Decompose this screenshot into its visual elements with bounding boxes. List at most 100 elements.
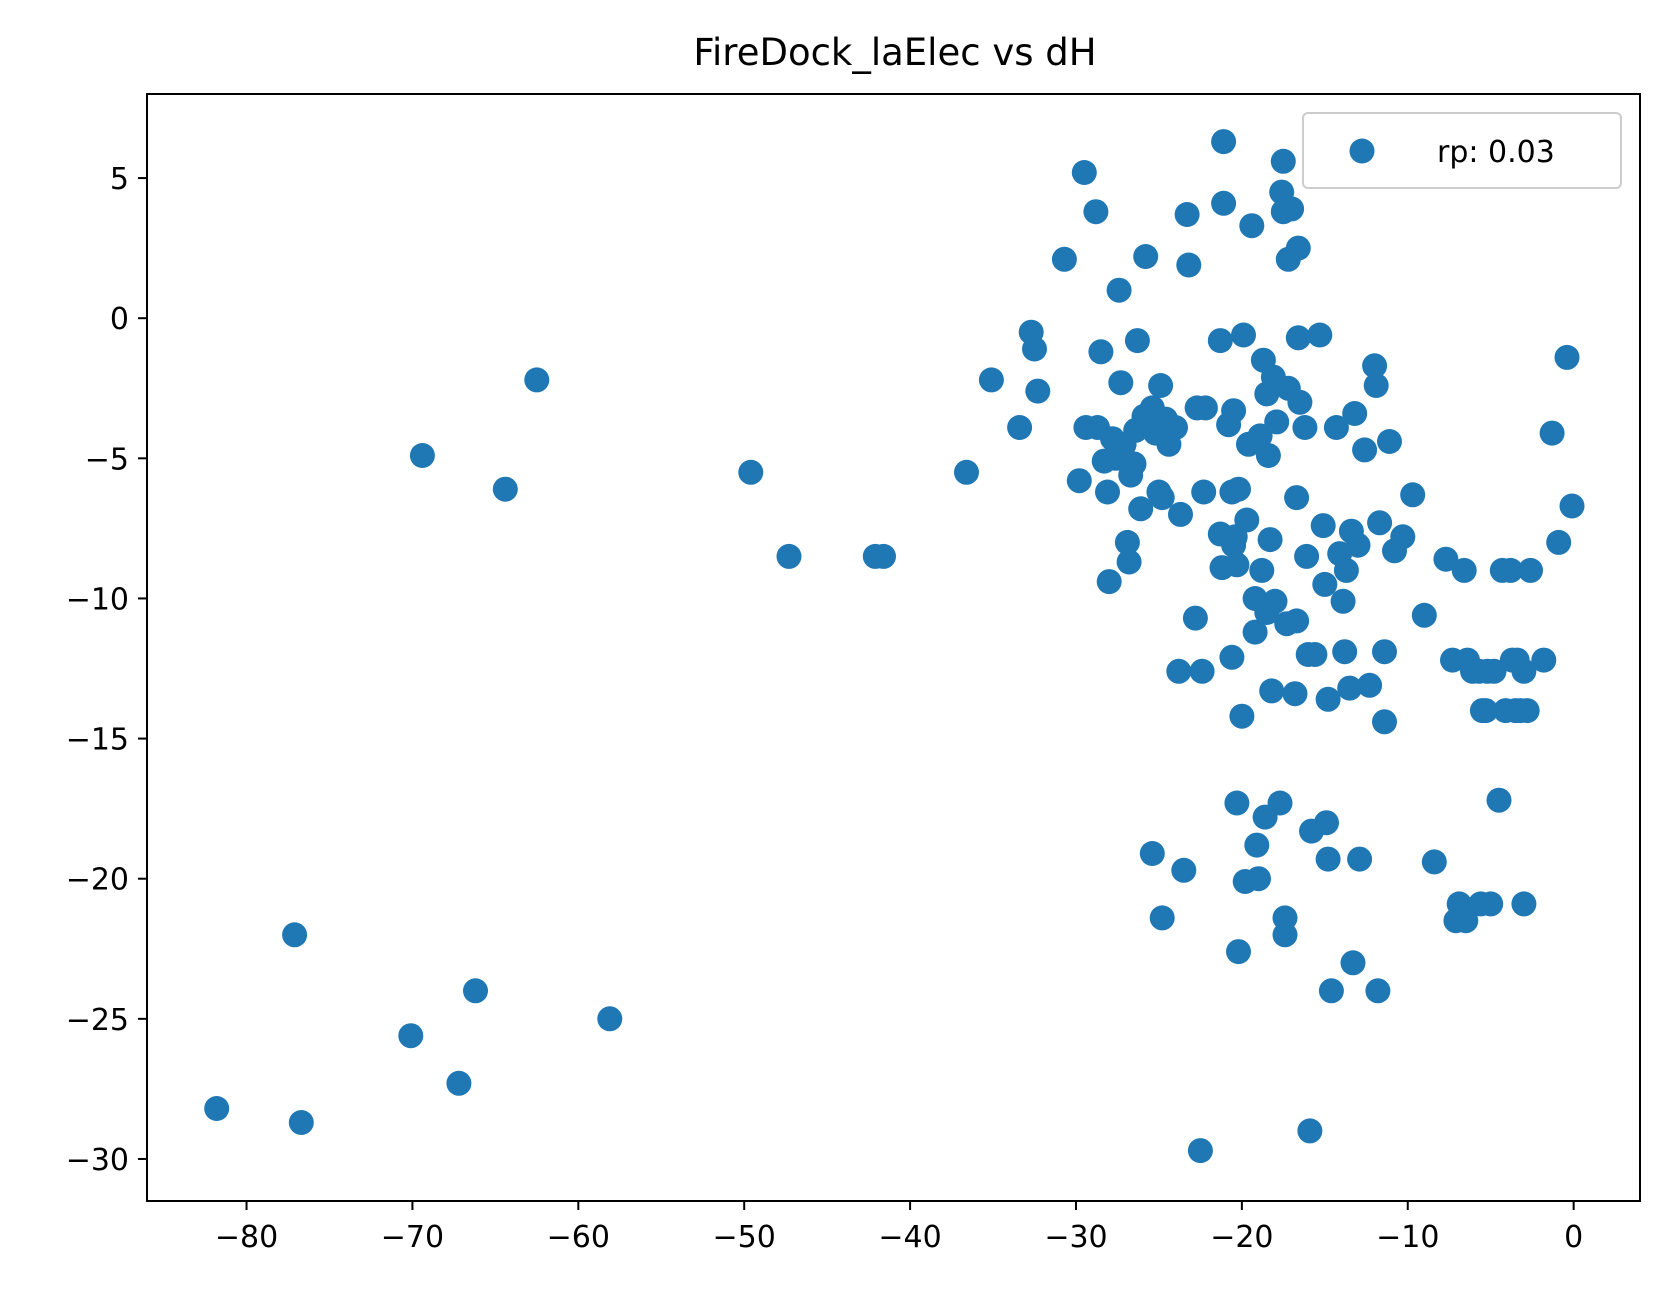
scatter-point	[1176, 252, 1202, 278]
scatter-point	[1362, 353, 1388, 379]
x-tick-label: −20	[1210, 1220, 1273, 1255]
scatter-point	[1121, 451, 1147, 477]
scatter-point	[1473, 698, 1499, 724]
scatter-point	[1255, 443, 1281, 468]
scatter-point	[1226, 476, 1251, 502]
y-tick-label: −10	[66, 582, 129, 617]
scatter-point	[1264, 409, 1290, 435]
scatter-point	[1478, 891, 1504, 917]
scatter-point	[1511, 891, 1537, 917]
scatter-point	[1270, 148, 1296, 174]
scatter-point	[398, 1023, 424, 1049]
scatter-point	[1211, 190, 1237, 216]
scatter-point	[1128, 496, 1154, 522]
scatter-point	[524, 367, 550, 393]
scatter-point	[1285, 325, 1311, 351]
scatter-point	[1342, 401, 1368, 426]
scatter-point	[1453, 908, 1479, 934]
scatter-point	[1272, 922, 1298, 948]
scatter-point	[1372, 709, 1397, 735]
scatter-point	[1347, 846, 1373, 872]
y-tick-label: −20	[66, 863, 129, 898]
scatter-point	[1226, 939, 1251, 965]
scatter-point	[1287, 389, 1313, 415]
scatter-point	[1211, 129, 1237, 155]
scatter-point	[1531, 647, 1557, 673]
scatter-point	[1323, 415, 1349, 440]
scatter-point	[1108, 370, 1134, 396]
scatter-point	[1166, 658, 1192, 684]
scatter-point	[1333, 557, 1359, 583]
scatter-point	[1318, 978, 1344, 1004]
scatter-point	[1174, 202, 1200, 227]
scatter-point	[1367, 510, 1393, 536]
x-tick-label: −30	[1044, 1220, 1107, 1255]
scatter-point	[1554, 344, 1580, 370]
scatter-point	[1315, 846, 1341, 872]
scatter-point	[1221, 398, 1247, 424]
scatter-point	[1007, 415, 1033, 440]
scatter-point	[1481, 658, 1507, 684]
scatter-point	[1330, 588, 1356, 614]
scatter-point	[954, 459, 979, 485]
scatter-point	[1219, 644, 1245, 670]
scatter-point	[1116, 549, 1142, 575]
scatter-point	[1083, 199, 1109, 225]
scatter-point	[1163, 415, 1188, 440]
scatter-point	[1352, 437, 1378, 463]
scatter-point	[1267, 790, 1293, 816]
scatter-point	[1257, 527, 1283, 553]
scatter-point	[1149, 905, 1175, 931]
scatter-point	[1498, 557, 1524, 583]
scatter-point	[1314, 810, 1339, 836]
scatter-point	[1433, 546, 1459, 572]
scatter-point	[1182, 605, 1208, 631]
scatter-point	[1340, 950, 1366, 976]
scatter-point	[1224, 552, 1250, 578]
scatter-point	[1284, 485, 1310, 511]
scatter-point	[1307, 322, 1333, 348]
scatter-point	[1095, 479, 1120, 505]
scatter-point	[1231, 322, 1256, 348]
y-tick-label: 0	[110, 302, 129, 337]
legend: rp: 0.03	[1302, 112, 1622, 189]
scatter-point	[1192, 395, 1218, 421]
scatter-point	[1357, 672, 1383, 698]
scatter-point	[1297, 1118, 1323, 1144]
x-tick-label: −80	[215, 1220, 278, 1255]
scatter-point	[978, 367, 1004, 393]
scatter-point	[1106, 277, 1132, 303]
scatter-point	[1189, 658, 1215, 684]
scatter-point	[1191, 479, 1217, 505]
x-tick-label: −10	[1376, 1220, 1439, 1255]
x-axis: −80 −70 −60 −50 −40 −30 −20 −10 0	[215, 1201, 1583, 1255]
scatter-point	[1114, 529, 1140, 555]
scatter-point	[1247, 423, 1273, 449]
scatter-point	[1207, 328, 1233, 354]
scatter-point	[1400, 482, 1426, 508]
scatter-point	[597, 1006, 623, 1032]
scatter-point	[446, 1070, 472, 1096]
scatter-point	[1242, 619, 1268, 645]
scatter-point	[1229, 703, 1255, 729]
scatter-point	[1390, 524, 1416, 550]
y-tick-label: −5	[85, 442, 129, 477]
scatter-point	[1312, 571, 1338, 597]
scatter-point	[1066, 468, 1092, 494]
x-tick-label: −60	[547, 1220, 610, 1255]
scatter-point	[1282, 681, 1308, 707]
scatter-point	[1518, 557, 1543, 583]
scatter-point	[1302, 642, 1328, 667]
scatter-point	[1168, 501, 1193, 527]
scatter-point	[776, 543, 802, 569]
scatter-point	[1244, 832, 1270, 858]
scatter-point	[1337, 675, 1363, 701]
x-tick-label: −50	[713, 1220, 776, 1255]
scatter-point	[1133, 244, 1159, 269]
scatter-point	[1332, 639, 1358, 665]
scatter-point	[738, 459, 764, 485]
scatter-point	[1239, 213, 1265, 239]
x-tick-label: −70	[381, 1220, 444, 1255]
scatter-point	[492, 476, 518, 502]
